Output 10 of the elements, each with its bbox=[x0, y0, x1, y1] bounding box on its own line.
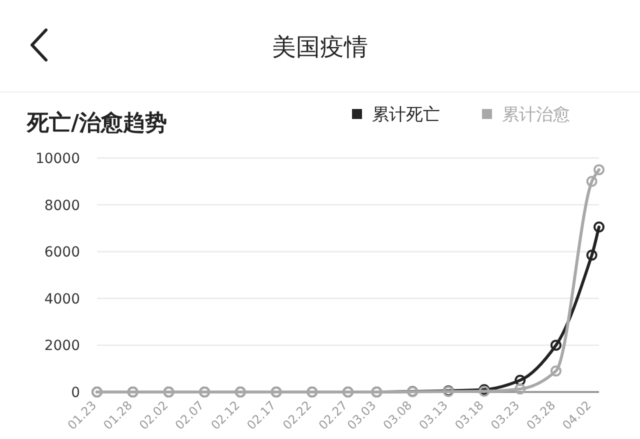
y-tick-label: 8000 bbox=[44, 198, 80, 214]
y-tick-label: 0 bbox=[71, 385, 80, 401]
y-tick-label: 2000 bbox=[44, 338, 80, 354]
y-tick-label: 4000 bbox=[44, 291, 80, 308]
legend-label: 累计死亡 bbox=[372, 105, 440, 125]
chart-title: 美国疫情 bbox=[272, 33, 368, 61]
y-tick-label: 6000 bbox=[44, 244, 80, 261]
y-tick-label: 10000 bbox=[35, 151, 80, 167]
legend-label: 累计治愈 bbox=[502, 105, 570, 125]
chart-subtitle: 死亡/治愈趋势 bbox=[26, 110, 168, 136]
